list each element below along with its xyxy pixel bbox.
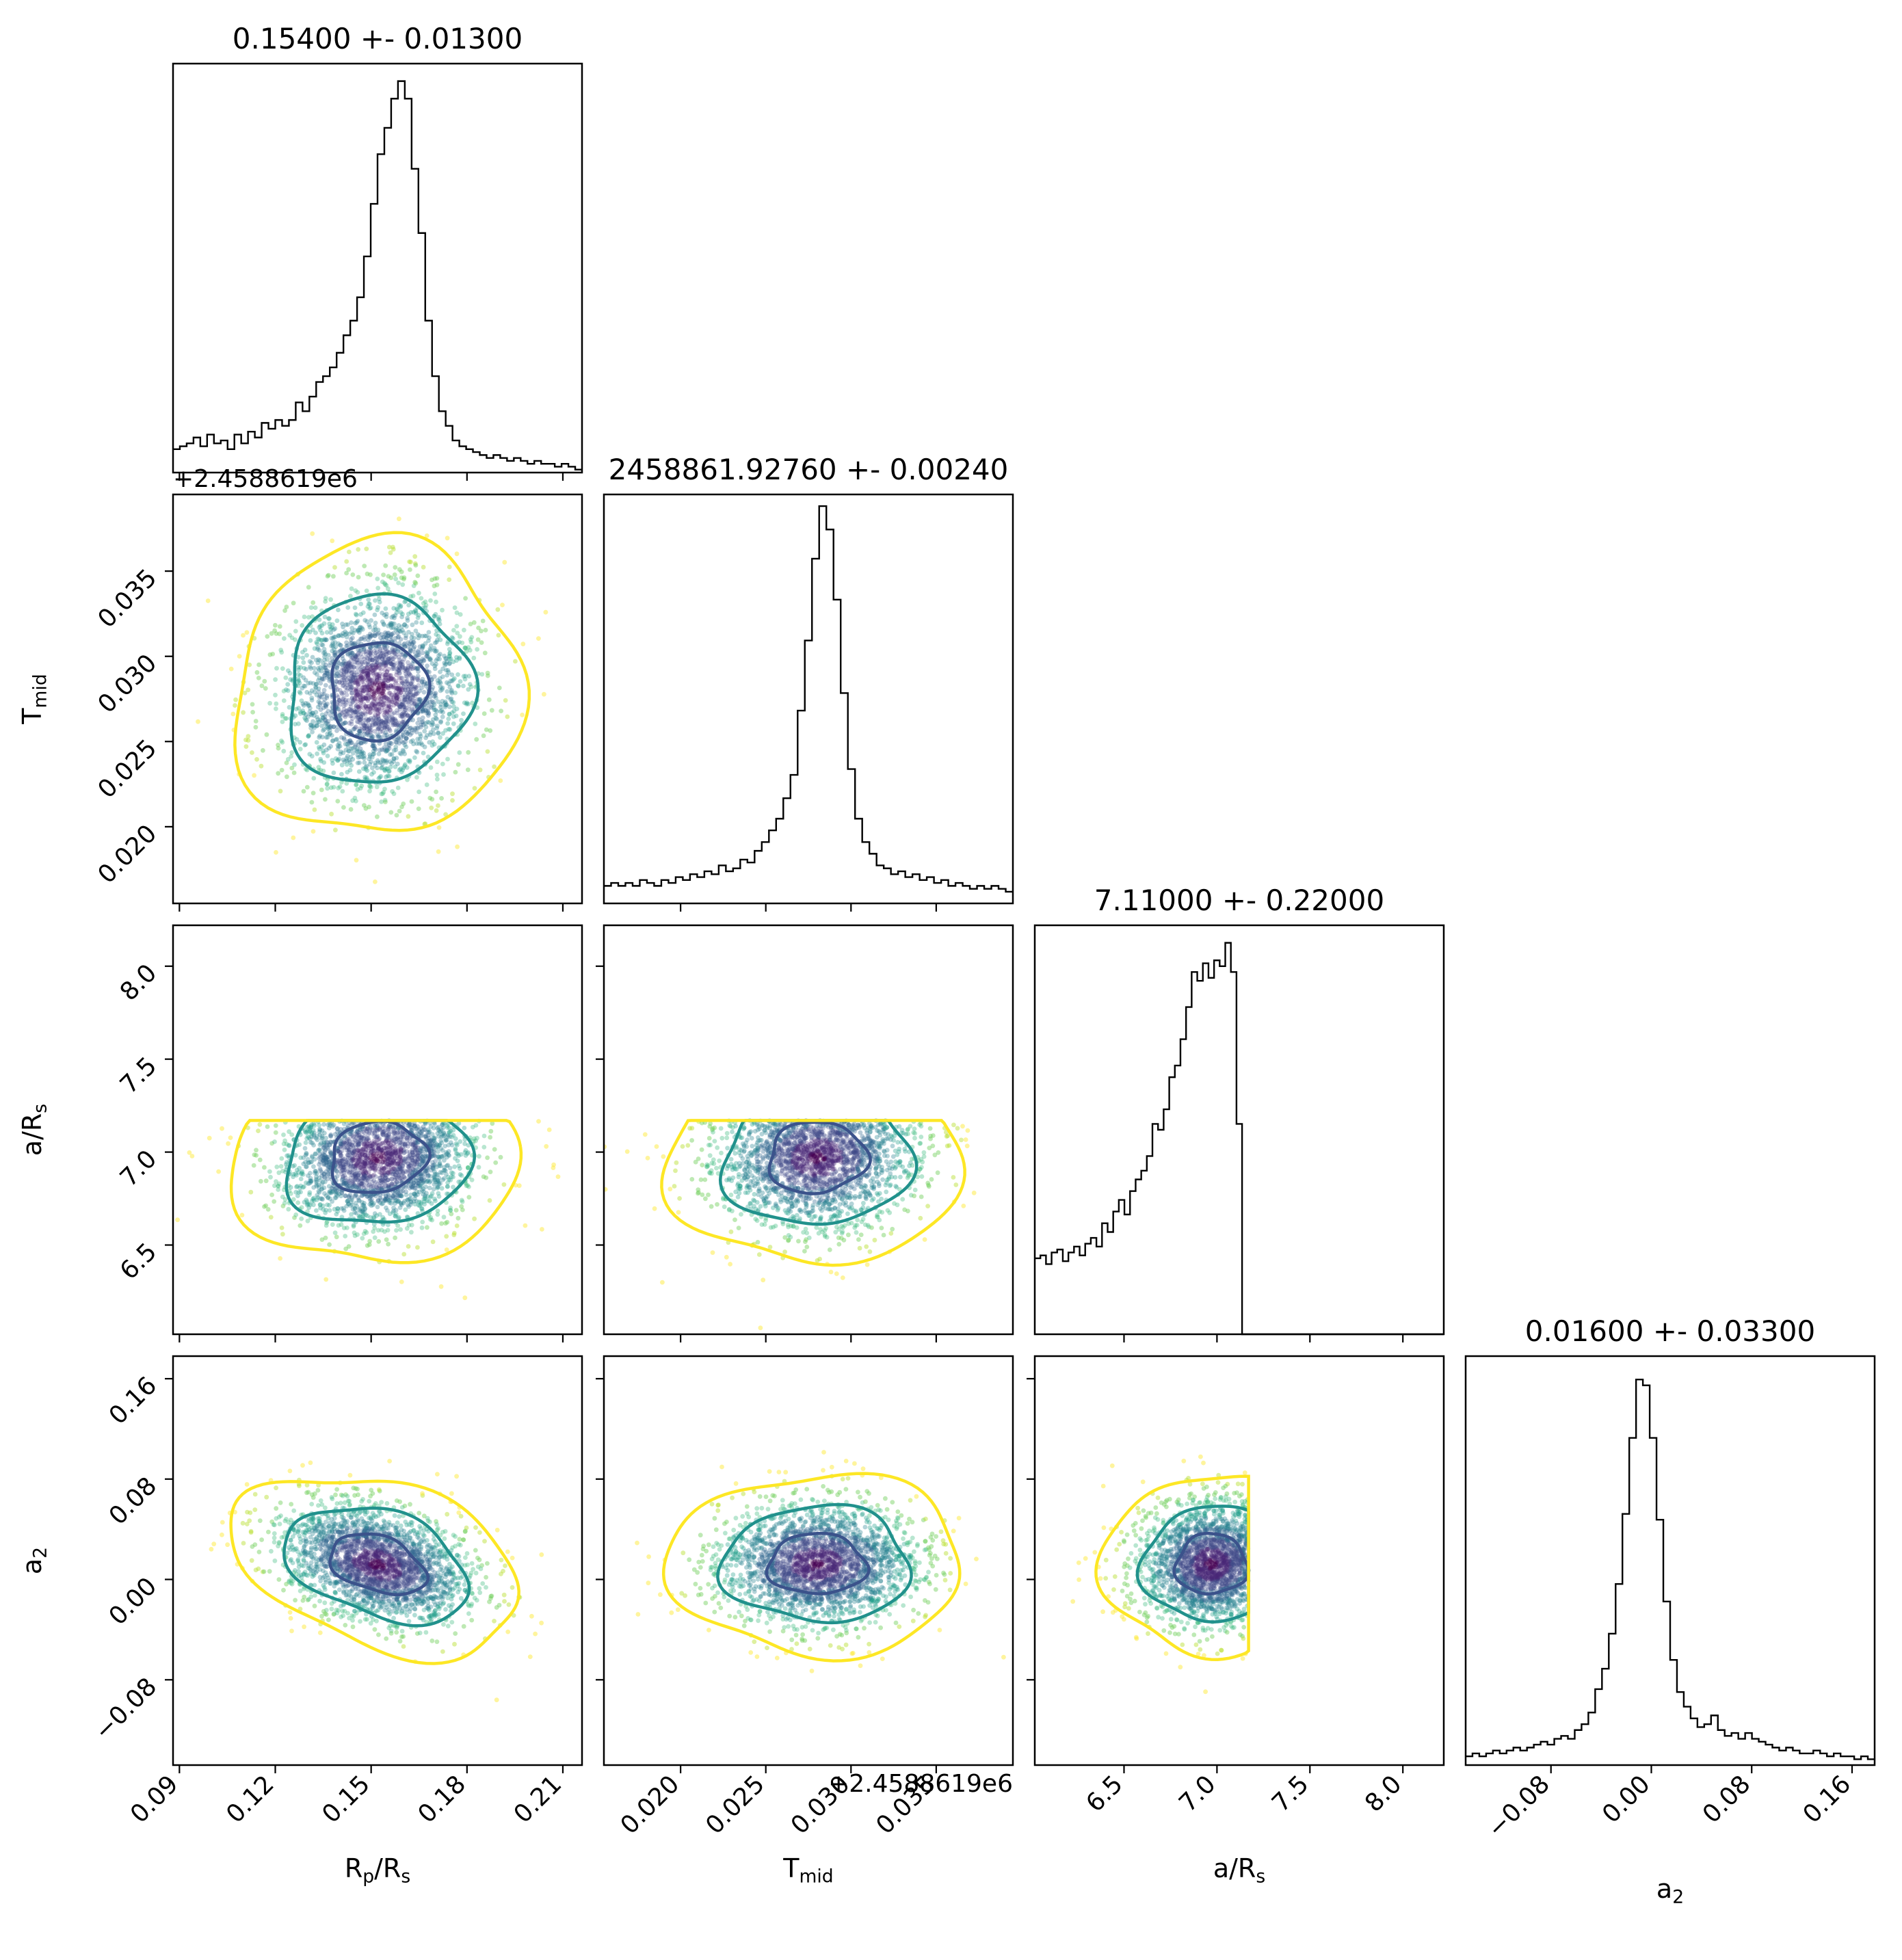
scatter-points — [604, 1118, 977, 1331]
contour-level-2 — [282, 1507, 471, 1628]
y-tick-label: 7.0 — [115, 1145, 162, 1192]
y-tick-label: 0.035 — [92, 564, 162, 633]
x-axis-label-tmid: Tmid — [782, 1853, 833, 1888]
x-axis-label-ar: a/Rs — [1213, 1853, 1265, 1888]
y-axis-label-a2: a2 — [17, 1547, 51, 1574]
panel-a2-vs-a2: 0.01600 +- 0.03300 −0.08 0.00 0.08 0.16 — [1464, 1314, 1876, 1843]
contour-level-2 — [716, 1502, 913, 1625]
title-a2: 0.01600 +- 0.03300 — [1525, 1314, 1815, 1348]
y-tick-label: 8.0 — [115, 959, 162, 1006]
contour-level-1 — [765, 1531, 871, 1595]
panel-tmid-vs-rp: 0.020 0.025 0.030 0.035 — [92, 493, 583, 912]
x-tick-label: 0.020 — [616, 1770, 685, 1840]
contour-level-1 — [1172, 1532, 1250, 1596]
x-tick-label: 0.00 — [1597, 1770, 1656, 1829]
y-tick-label: 0.020 — [92, 819, 162, 889]
x-tick-label: 7.5 — [1267, 1770, 1314, 1817]
scatter-points — [196, 516, 549, 884]
contour-level-3 — [1094, 1474, 1250, 1661]
panel-frame — [172, 1355, 583, 1766]
y-axis-label-ar: a/Rs — [17, 1104, 51, 1156]
title-ar: 7.11000 +- 0.22000 — [1094, 884, 1384, 917]
y-axis-label-tmid: Tmid — [17, 674, 51, 724]
contour-level-1 — [767, 1120, 872, 1195]
x-tick-label: −0.08 — [1482, 1770, 1555, 1843]
panel-frame — [603, 924, 1014, 1336]
y-tick-label: 7.5 — [115, 1052, 162, 1099]
y-tick-label: 0.00 — [104, 1572, 163, 1631]
y-tick-label: 0.08 — [104, 1472, 163, 1531]
panel-frame — [172, 493, 583, 905]
y-tick-label: 0.16 — [104, 1371, 163, 1430]
histogram-a2 — [1466, 1378, 1875, 1760]
panel-a2-vs-rp: 0.09 0.12 0.15 0.18 0.21 −0.08 0.00 0.08 0.16 — [89, 1355, 583, 1829]
x-tick-label: 7.0 — [1174, 1770, 1221, 1817]
x-axis-label-a2: a2 — [1656, 1874, 1684, 1908]
contour-level-1 — [330, 641, 432, 743]
panel-frame — [603, 1355, 1014, 1766]
panel-frame — [1033, 1355, 1445, 1766]
contour-level-1 — [330, 1119, 432, 1194]
x-tick-label: 0.08 — [1698, 1770, 1756, 1829]
x-tick-label: 8.0 — [1360, 1770, 1407, 1817]
x-axis-label-rp: Rp/Rs — [345, 1853, 410, 1888]
x-tick-label: 0.025 — [700, 1770, 770, 1840]
title-tmid: 2458861.92760 +- 0.00240 — [609, 453, 1009, 486]
scatter-points — [635, 1450, 1006, 1673]
histogram-tmid — [604, 505, 1013, 893]
y-tick-label: 0.025 — [92, 734, 162, 804]
panel-frame — [172, 924, 583, 1336]
y-tick-label: −0.08 — [89, 1673, 162, 1746]
scatter-points — [209, 1459, 544, 1703]
panel-tmid-vs-tmid: 2458861.92760 +- 0.00240 — [603, 453, 1014, 912]
y-offset-label-tmid: +2.4588619e6 — [173, 465, 358, 493]
contour-level-3 — [660, 1119, 966, 1267]
panel-frame — [1464, 1355, 1876, 1766]
x-tick-label: 0.18 — [413, 1770, 472, 1829]
scatter-points — [175, 1118, 561, 1301]
contour-level-2 — [289, 592, 480, 784]
contour-level-3 — [229, 1119, 523, 1264]
panel-ar-vs-tmid — [596, 924, 1014, 1342]
x-tick-label: 6.5 — [1081, 1770, 1128, 1817]
y-tick-label: 0.030 — [92, 649, 162, 719]
contour-level-3 — [661, 1472, 962, 1663]
histogram-ar — [1035, 942, 1444, 1336]
panel-ar-vs-rp: 6.5 7.0 7.5 8.0 — [115, 924, 583, 1342]
panel-frame — [172, 62, 583, 474]
x-offset-label-tmid: +2.4588619e6 — [828, 1770, 1013, 1798]
title-rp: 0.15400 +- 0.01300 — [233, 22, 523, 55]
x-tick-label: 0.09 — [125, 1770, 184, 1829]
x-tick-label: 0.16 — [1798, 1770, 1857, 1829]
panel-ar-vs-ar: 7.11000 +- 0.22000 — [1033, 884, 1445, 1342]
panel-a2-vs-ar: 6.5 7.0 7.5 8.0 — [1027, 1355, 1445, 1818]
panel-a2-vs-tmid: 0.020 0.025 0.030 0.035 — [596, 1355, 1014, 1840]
panel-rp-vs-rp: 0.15400 +- 0.01300 — [172, 22, 583, 481]
x-tick-label: 0.12 — [221, 1770, 280, 1829]
panel-frame — [1033, 924, 1445, 1336]
y-tick-label: 6.5 — [115, 1238, 162, 1285]
scatter-points — [1070, 1454, 1251, 1695]
panel-frame — [603, 493, 1014, 905]
histogram-rp — [173, 80, 582, 471]
x-tick-label: 0.15 — [317, 1770, 375, 1829]
contour-level-1 — [328, 1532, 430, 1597]
contour-level-3 — [229, 1479, 520, 1665]
x-tick-label: 0.21 — [509, 1770, 568, 1829]
contour-level-3 — [233, 531, 531, 832]
